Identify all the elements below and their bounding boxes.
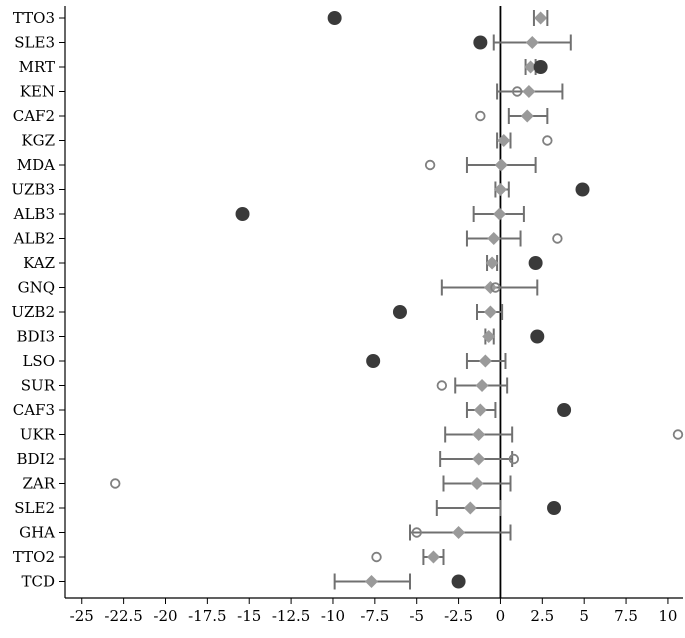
point-estimate-diamond: [364, 575, 378, 588]
x-tick-label: -22.5: [104, 607, 142, 625]
hollow-circle-point: [475, 110, 486, 122]
hollow-circle-point: [490, 282, 501, 293]
filled-circle-point: [451, 574, 466, 589]
point-estimate-diamond: [485, 256, 499, 270]
hollow-circle-point: [508, 453, 520, 465]
y-category-label: MRT: [19, 58, 55, 76]
filled-circle-point: [473, 35, 488, 50]
filled-circle-point: [557, 403, 572, 417]
y-category-label: KEN: [20, 83, 55, 101]
point-estimate-diamond: [426, 550, 440, 564]
point-estimate-diamond: [494, 158, 508, 172]
point-estimate-diamond: [493, 183, 507, 196]
filled-circle-point: [392, 305, 407, 319]
filled-circle-point: [366, 354, 381, 368]
plot-area: [110, 6, 684, 598]
x-tick-label: -10: [321, 607, 345, 625]
y-category-label: UZB2: [11, 303, 55, 321]
hollow-circle-point: [436, 380, 448, 391]
hollow-circle-point: [424, 159, 436, 171]
y-category-label: UKR: [20, 426, 56, 444]
y-category-label: GHA: [19, 524, 55, 542]
point-estimate-diamond: [493, 207, 507, 221]
y-category-label: ALB3: [13, 205, 55, 223]
hollow-circle-point: [371, 551, 382, 563]
y-category-label: BDI2: [16, 450, 55, 468]
x-tick-label: -2.5: [444, 607, 473, 625]
y-category-label: GNQ: [18, 279, 55, 297]
x-tick-label: 10: [658, 607, 677, 625]
y-category-label: LSO: [22, 352, 55, 370]
y-category-label: TTO2: [13, 548, 55, 566]
point-estimate-diamond: [463, 501, 477, 515]
point-estimate-diamond: [473, 403, 487, 417]
point-estimate-diamond: [497, 134, 511, 147]
x-tick-label: 2.5: [530, 607, 554, 625]
point-estimate-diamond: [487, 232, 501, 245]
point-estimate-diamond: [472, 428, 486, 441]
point-estimate-diamond: [470, 477, 484, 490]
point-estimate-diamond: [475, 379, 489, 392]
y-category-label: KGZ: [21, 132, 55, 150]
point-estimate-diamond: [525, 36, 539, 49]
filled-circle-point: [235, 207, 250, 221]
x-tick-label: -5: [409, 607, 424, 625]
y-category-label: BDI3: [16, 328, 55, 346]
x-tick-label: -7.5: [360, 607, 389, 625]
x-tick-label: -15: [237, 607, 261, 625]
point-estimate-diamond: [472, 452, 486, 466]
point-estimate-diamond: [452, 526, 466, 539]
filled-circle-point: [530, 329, 545, 344]
point-estimate-diamond: [520, 109, 534, 123]
x-tick-label: -12.5: [272, 607, 310, 625]
filled-circle-point: [327, 11, 342, 25]
x-tick-label: 7.5: [614, 607, 638, 625]
y-category-label: TCD: [21, 573, 55, 591]
x-tick-label: -25: [70, 607, 94, 625]
x-tick-label: -20: [153, 607, 177, 625]
point-estimate-diamond: [482, 330, 496, 343]
hollow-circle-point: [542, 135, 553, 146]
hollow-circle-point: [672, 429, 684, 440]
x-tick-label: -17.5: [188, 607, 226, 625]
x-tick-label: 5: [579, 607, 589, 625]
axes: -25 -22.5 -20 -17.5 -15 -12.5 -10 -7.5 -5 -2.5 0 2.…: [11, 6, 683, 625]
x-tick-label: 0: [496, 607, 506, 625]
hollow-circle-point: [110, 478, 121, 489]
y-category-label: ZAR: [22, 475, 55, 493]
y-category-label: TTO3: [13, 9, 55, 27]
y-category-label: KAZ: [23, 254, 55, 272]
hollow-circle-point: [552, 233, 563, 244]
filled-circle-point: [533, 60, 548, 74]
y-category-label: MDA: [17, 156, 55, 174]
point-estimate-diamond: [483, 305, 497, 319]
y-category-label: SLE2: [14, 499, 55, 517]
point-estimate-diamond: [478, 354, 492, 368]
y-category-label: SLE3: [14, 34, 55, 52]
y-category-label: CAF3: [13, 401, 55, 419]
hollow-circle-point: [511, 86, 523, 97]
y-category-label: ALB2: [13, 230, 55, 248]
filled-circle-point: [575, 182, 590, 197]
y-category-label: SUR: [21, 377, 56, 395]
point-estimate-diamond: [522, 85, 536, 98]
point-estimate-diamond: [524, 60, 538, 74]
y-category-label: UZB3: [11, 181, 55, 199]
y-category-label: CAF2: [13, 107, 55, 125]
filled-circle-point: [547, 501, 562, 515]
hollow-circle-point: [411, 527, 422, 538]
point-estimate-diamond: [534, 11, 548, 25]
filled-circle-point: [528, 256, 543, 270]
